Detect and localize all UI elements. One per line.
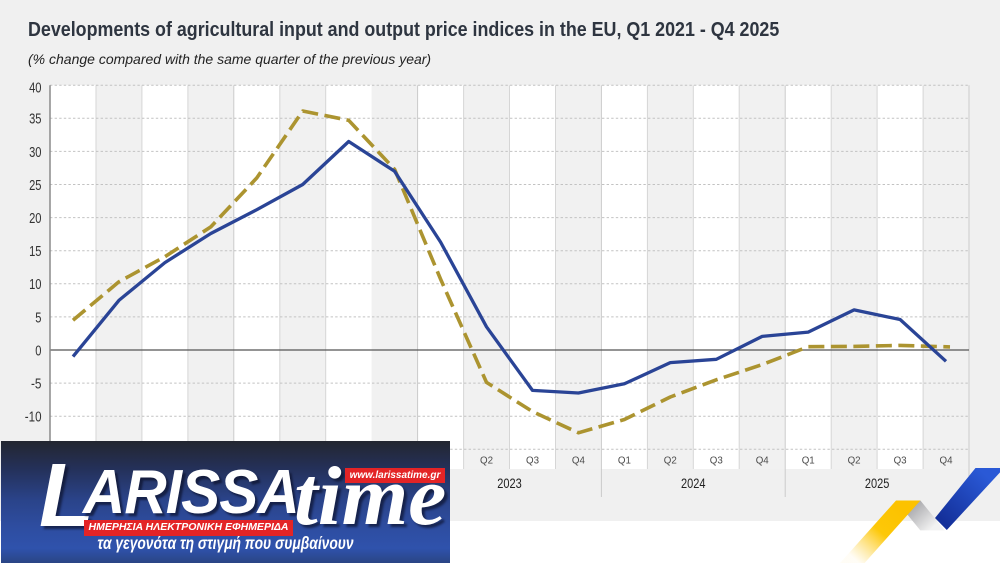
svg-text:Q1: Q1: [802, 456, 815, 467]
svg-text:35: 35: [29, 112, 41, 128]
svg-text:2025: 2025: [865, 475, 890, 491]
svg-text:15: 15: [29, 244, 41, 260]
svg-text:20: 20: [29, 211, 41, 227]
svg-text:-10: -10: [25, 410, 42, 426]
svg-text:5: 5: [35, 310, 41, 326]
svg-text:Q4: Q4: [940, 456, 953, 467]
svg-text:Q2: Q2: [664, 456, 677, 467]
svg-text:25: 25: [29, 178, 41, 194]
svg-text:Q2: Q2: [480, 456, 493, 467]
svg-text:30: 30: [29, 145, 41, 161]
svg-text:-5: -5: [31, 377, 42, 393]
svg-text:Q2: Q2: [848, 456, 861, 467]
svg-text:10: 10: [29, 277, 41, 293]
svg-text:40: 40: [29, 81, 41, 97]
svg-text:2024: 2024: [681, 475, 706, 491]
svg-text:0: 0: [35, 343, 41, 359]
svg-text:Q3: Q3: [526, 456, 539, 467]
svg-text:Q3: Q3: [894, 456, 907, 467]
svg-text:Q3: Q3: [710, 456, 723, 467]
svg-text:2023: 2023: [497, 475, 522, 491]
svg-text:Q4: Q4: [572, 456, 585, 467]
svg-text:Q4: Q4: [756, 456, 769, 467]
svg-text:Q1: Q1: [618, 456, 631, 467]
